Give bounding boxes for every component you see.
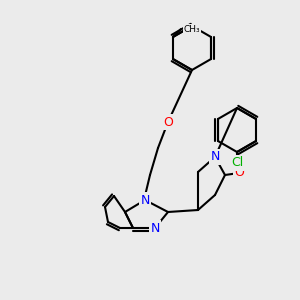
Text: N: N: [150, 221, 160, 235]
Text: O: O: [234, 167, 244, 179]
Text: N: N: [210, 151, 220, 164]
Text: O: O: [163, 116, 173, 128]
Text: CH₃: CH₃: [184, 25, 201, 34]
Text: Cl: Cl: [231, 157, 243, 169]
Text: N: N: [140, 194, 150, 206]
